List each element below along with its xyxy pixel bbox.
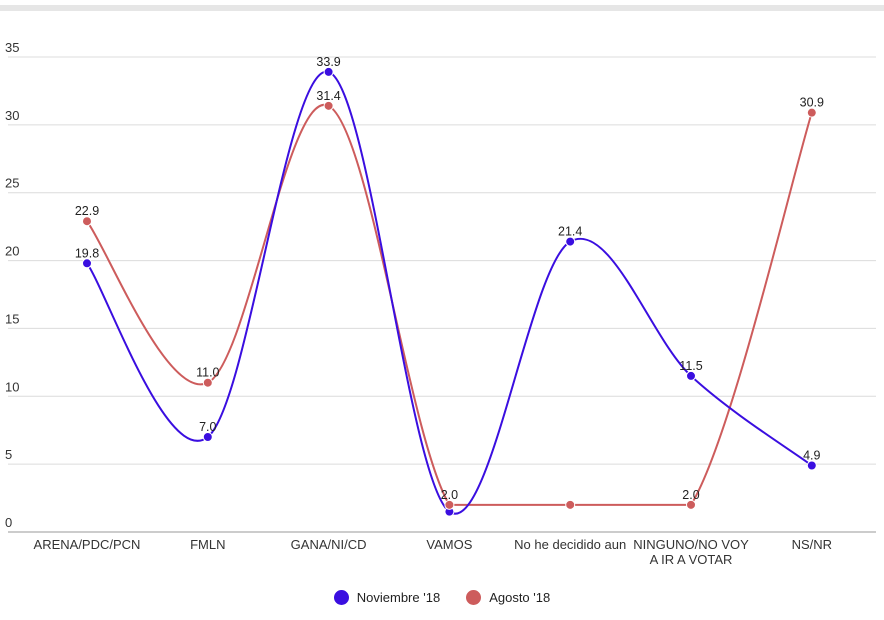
data-point-s0-0 <box>82 258 92 269</box>
x-tick-label: VAMOS <box>426 537 472 552</box>
data-point-s0-4 <box>565 236 576 247</box>
y-tick-label: 15 <box>5 311 19 326</box>
grid-lines <box>8 56 876 533</box>
data-label-s1-3: 2.0 <box>441 488 458 502</box>
x-tick-label: FMLN <box>190 537 225 552</box>
series-points <box>82 66 817 517</box>
x-tick-label: No he decidido aun <box>514 537 626 552</box>
data-point-s1-1 <box>202 377 213 388</box>
data-label-s0-2: 33.9 <box>316 55 340 69</box>
data-label-s1-2: 31.4 <box>316 89 340 103</box>
y-tick-label: 5 <box>5 447 12 462</box>
data-labels: 19.8 7.0 33.9 21.4 11.5 4.9 22.9 11.0 31.4 2.0 2.0… <box>75 55 824 502</box>
data-point-s1-6 <box>806 107 817 118</box>
data-point-s0-5 <box>686 370 696 381</box>
data-label-s0-6: 4.9 <box>803 449 820 463</box>
line-chart: 0 5 10 15 20 25 30 35 ARENA/PDC/PCN FMLN GANA/NI/… <box>5 40 876 567</box>
data-point-s0-1 <box>202 432 213 442</box>
y-tick-label: 30 <box>5 108 19 123</box>
legend: Noviembre '18 Agosto '18 <box>0 590 884 605</box>
data-label-s1-0: 22.9 <box>75 204 99 218</box>
y-tick-label: 10 <box>5 379 19 394</box>
data-label-s0-4: 21.4 <box>558 225 582 239</box>
data-label-s1-5: 2.0 <box>682 488 699 502</box>
x-tick-label: NINGUNO/NO VOY A IR A VOTAR <box>633 537 749 567</box>
series-lines <box>86 70 813 515</box>
legend-swatch-noviembre <box>333 590 349 605</box>
y-tick-label: 25 <box>5 176 19 191</box>
data-label-s0-5: 11.5 <box>679 359 702 373</box>
legend-swatch-agosto <box>466 590 482 605</box>
data-point-s1-5 <box>686 499 696 510</box>
series-line-1 <box>86 103 813 506</box>
data-point-s1-3 <box>444 499 455 510</box>
data-point-s1-2 <box>323 100 334 111</box>
x-tick-label: ARENA/PDC/PCN <box>34 537 141 552</box>
legend-label-agosto: Agosto '18 <box>489 590 551 605</box>
y-tick-label: 35 <box>5 40 19 55</box>
data-label-s1-1: 11.0 <box>196 366 219 380</box>
data-point-s0-2 <box>323 66 334 77</box>
legend-item-agosto[interactable]: Agosto '18 <box>466 590 550 605</box>
x-axis-ticks: ARENA/PDC/PCN FMLN GANA/NI/CD VAMOS No he de… <box>34 537 832 567</box>
x-tick-label: NS/NR <box>792 537 832 552</box>
y-tick-label: 0 <box>5 515 12 530</box>
y-axis-ticks: 0 5 10 15 20 25 30 35 <box>5 40 19 530</box>
data-point-s0-6 <box>806 460 817 471</box>
y-tick-label: 20 <box>5 244 19 259</box>
data-point-s1-4 <box>565 499 576 510</box>
data-label-s1-6: 30.9 <box>800 96 824 110</box>
data-point-s1-0 <box>82 216 92 227</box>
series-line-0 <box>86 70 813 515</box>
legend-label-noviembre: Noviembre '18 <box>356 590 441 605</box>
data-label-s0-0: 19.8 <box>75 246 99 260</box>
x-tick-label: GANA/NI/CD <box>291 537 367 552</box>
data-label-s0-1: 7.0 <box>199 420 216 434</box>
top-divider-bar <box>0 5 884 11</box>
legend-item-noviembre[interactable]: Noviembre '18 <box>333 590 441 605</box>
